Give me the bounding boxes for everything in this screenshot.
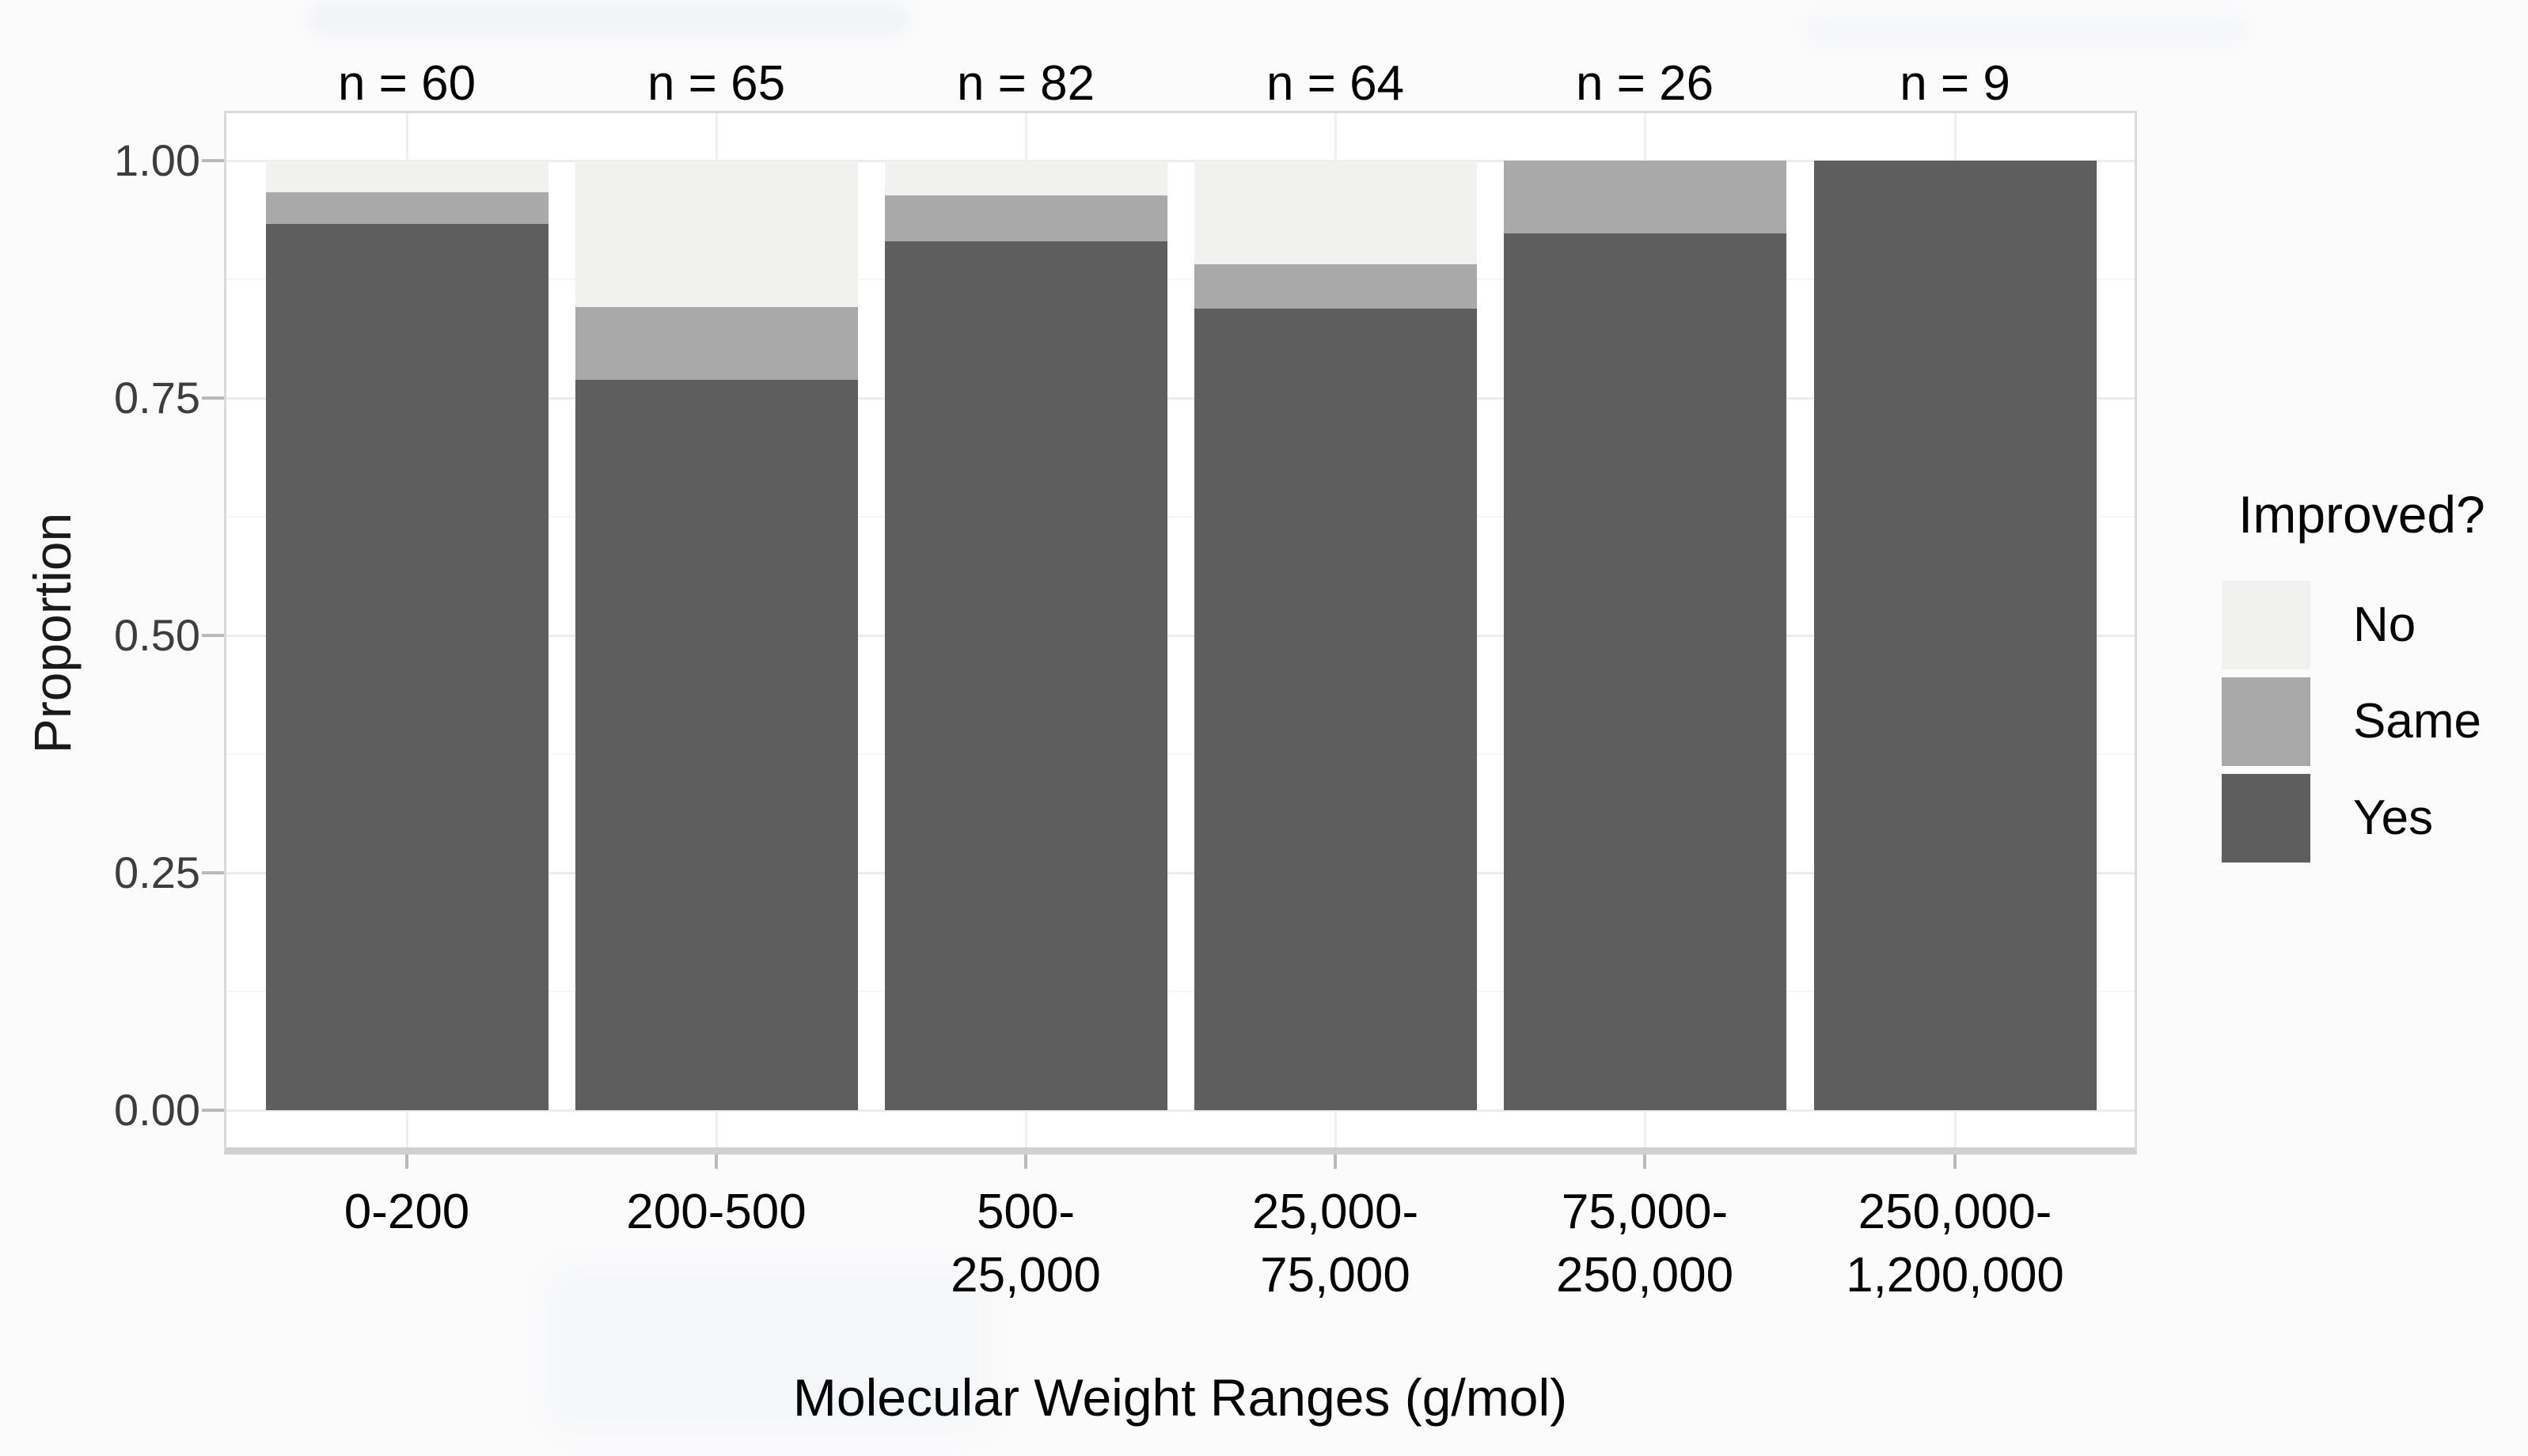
bar-segment-same <box>884 195 1167 241</box>
bar-count-label: n = 82 <box>956 56 1095 111</box>
x-tick-label: 75,000- 250,000 <box>1555 1185 1734 1302</box>
x-axis-title: Molecular Weight Ranges (g/mol) <box>792 1368 1568 1427</box>
legend-entry-no: No <box>2222 581 2485 669</box>
y-tick-mark <box>202 159 224 162</box>
y-tick-mark <box>202 396 224 400</box>
legend-swatch-same <box>2222 677 2310 766</box>
bar-count-label: n = 26 <box>1575 56 1714 111</box>
minor-gridline <box>226 991 2135 992</box>
watermark-artifact <box>309 5 910 35</box>
y-tick-mark <box>202 871 224 874</box>
legend-entry-yes: Yes <box>2222 774 2485 863</box>
stacked-bar <box>884 161 1167 1110</box>
x-tick-mark <box>1024 1155 1027 1169</box>
legend-entry-same: Same <box>2222 677 2485 766</box>
minor-gridline <box>226 516 2135 518</box>
x-tick-mark <box>1643 1155 1646 1169</box>
stacked-bar <box>575 161 858 1110</box>
x-tick-label: 25,000- 75,000 <box>1251 1185 1419 1302</box>
bar-segment-no <box>575 161 858 307</box>
legend-swatch-no <box>2222 581 2310 669</box>
x-tick-label: 0-200 <box>344 1185 470 1239</box>
bar-segment-yes <box>884 241 1167 1110</box>
major-gridline <box>226 159 2135 162</box>
bar-segment-no <box>265 161 548 192</box>
legend: Improved? No Same Yes <box>2222 484 2485 870</box>
bar-segment-yes <box>1194 309 1477 1110</box>
bar-count-label: n = 65 <box>647 56 786 111</box>
y-tick-label: 0.75 <box>114 373 200 423</box>
x-tick-label: 500- 25,000 <box>951 1185 1101 1302</box>
major-gridline <box>226 396 2135 400</box>
bar-segment-same <box>265 191 548 225</box>
bar-segment-yes <box>575 380 858 1110</box>
plot-area <box>226 113 2135 1147</box>
legend-entries: No Same Yes <box>2222 581 2485 863</box>
bar-segment-yes <box>1813 161 2097 1110</box>
y-tick-label: 0.50 <box>114 610 200 660</box>
bar-segment-same <box>1194 264 1477 309</box>
stacked-bar <box>1503 161 1786 1110</box>
plot-panel <box>224 111 2137 1155</box>
minor-gridline <box>226 753 2135 755</box>
bar-count-label: n = 60 <box>337 56 476 111</box>
bar-segment-same <box>575 306 858 381</box>
major-gridline <box>226 871 2135 874</box>
bar-segment-no <box>1194 161 1477 264</box>
bar-segment-same <box>1503 161 1786 234</box>
x-tick-mark <box>405 1155 408 1169</box>
bar-segment-yes <box>1503 233 1786 1110</box>
stacked-bar <box>1194 161 1477 1110</box>
y-tick-mark <box>202 634 224 637</box>
major-gridline <box>226 634 2135 637</box>
stacked-bar <box>265 161 548 1110</box>
y-tick-mark <box>202 1109 224 1112</box>
legend-label: No <box>2353 597 2416 652</box>
x-tick-label: 250,000- 1,200,000 <box>1846 1185 2064 1302</box>
bar-count-label: n = 9 <box>1900 56 2010 111</box>
legend-swatch-yes <box>2222 774 2310 863</box>
bar-segment-no <box>884 161 1167 196</box>
y-tick-label: 1.00 <box>114 135 200 185</box>
y-axis-title: Proportion <box>23 512 82 754</box>
x-tick-mark <box>1334 1155 1337 1169</box>
legend-label: Yes <box>2353 791 2434 845</box>
minor-gridline <box>226 279 2135 280</box>
stacked-bar <box>1813 161 2097 1110</box>
legend-label: Same <box>2353 694 2481 749</box>
legend-title: Improved? <box>2238 485 2485 544</box>
y-tick-label: 0.00 <box>114 1085 200 1135</box>
bar-segment-yes <box>265 224 548 1110</box>
bar-count-label: n = 64 <box>1266 56 1405 111</box>
watermark-artifact <box>546 1266 989 1432</box>
major-gridline <box>226 1109 2135 1112</box>
x-tick-mark <box>715 1155 718 1169</box>
x-tick-mark <box>1953 1155 1957 1169</box>
watermark-artifact <box>1805 16 2248 43</box>
y-tick-label: 0.25 <box>114 847 200 897</box>
x-tick-label: 200-500 <box>626 1185 807 1239</box>
